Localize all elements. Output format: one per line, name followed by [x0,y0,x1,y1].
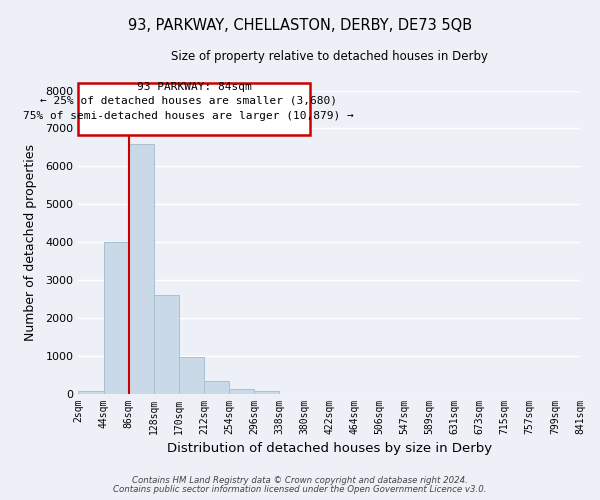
X-axis label: Distribution of detached houses by size in Derby: Distribution of detached houses by size … [167,442,492,455]
Bar [179,357,204,394]
Bar [229,388,254,394]
Bar [79,391,104,394]
Text: 93, PARKWAY, CHELLASTON, DERBY, DE73 5QB: 93, PARKWAY, CHELLASTON, DERBY, DE73 5QB [128,18,472,32]
Text: 93 PARKWAY: 84sqm: 93 PARKWAY: 84sqm [137,82,252,92]
Text: 75% of semi-detached houses are larger (10,879) →: 75% of semi-detached houses are larger (… [23,110,354,120]
Bar [204,382,229,394]
Bar [128,144,154,394]
Bar [104,242,128,394]
Bar [254,390,279,394]
Title: Size of property relative to detached houses in Derby: Size of property relative to detached ho… [170,50,488,63]
Y-axis label: Number of detached properties: Number of detached properties [24,144,37,340]
Text: Contains HM Land Registry data © Crown copyright and database right 2024.: Contains HM Land Registry data © Crown c… [132,476,468,485]
Text: Contains public sector information licensed under the Open Government Licence v3: Contains public sector information licen… [113,485,487,494]
Bar [154,295,179,394]
Text: ← 25% of detached houses are smaller (3,680): ← 25% of detached houses are smaller (3,… [40,96,337,106]
Bar [79,83,310,135]
